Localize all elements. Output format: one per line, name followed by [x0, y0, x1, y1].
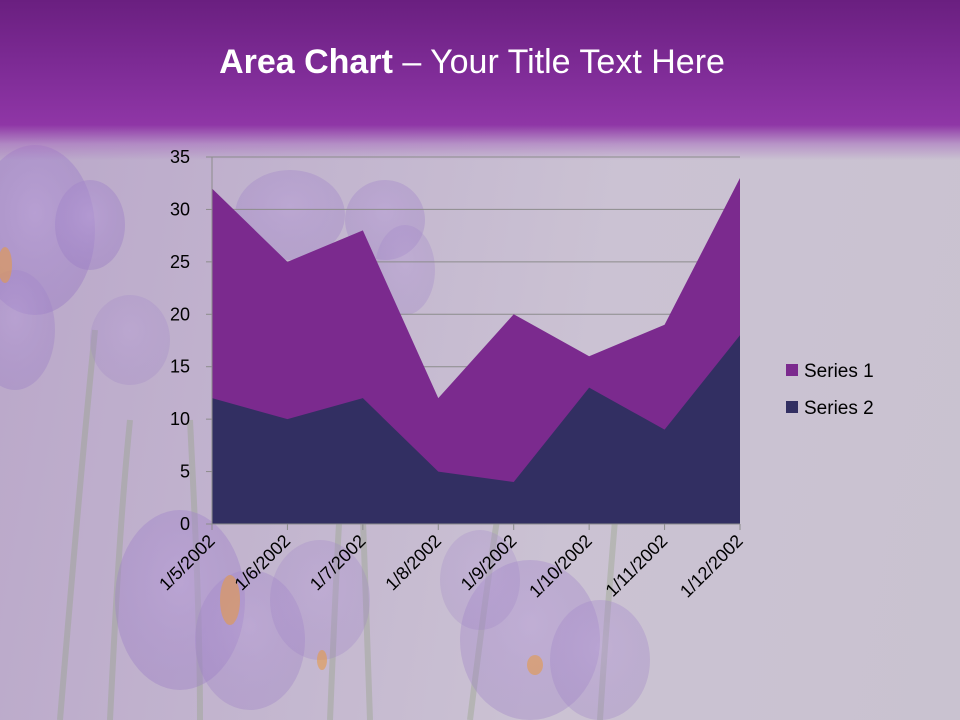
x-tick-label: 1/5/2002: [155, 531, 219, 595]
y-tick-label: 0: [180, 514, 190, 534]
y-tick-label: 25: [170, 252, 190, 272]
y-tick-label: 5: [180, 462, 190, 482]
y-tick-label: 10: [170, 409, 190, 429]
y-tick-label: 15: [170, 357, 190, 377]
slide-title: Area Chart – Your Title Text Here: [0, 40, 944, 84]
series-area-2: [212, 335, 740, 524]
y-tick-label: 35: [170, 147, 190, 167]
x-tick-label: 1/8/2002: [381, 531, 445, 595]
x-tick-label: 1/6/2002: [231, 531, 295, 595]
x-tick-label: 1/12/2002: [676, 531, 747, 602]
legend-label: Series 2: [804, 398, 874, 419]
title-banner: [0, 0, 960, 160]
y-tick-label: 20: [170, 304, 190, 324]
legend-label: Series 1: [804, 361, 874, 382]
x-tick-label: 1/10/2002: [525, 531, 596, 602]
x-tick-label: 1/11/2002: [602, 531, 672, 601]
slide-title-rest: – Your Title Text Here: [392, 43, 725, 81]
legend-swatch: [786, 401, 798, 413]
slide-title-bold: Area Chart: [219, 43, 393, 81]
x-tick-label: 1/7/2002: [306, 531, 370, 595]
x-tick-label: 1/9/2002: [457, 531, 521, 595]
legend-swatch: [786, 364, 798, 376]
y-tick-label: 30: [170, 199, 190, 219]
